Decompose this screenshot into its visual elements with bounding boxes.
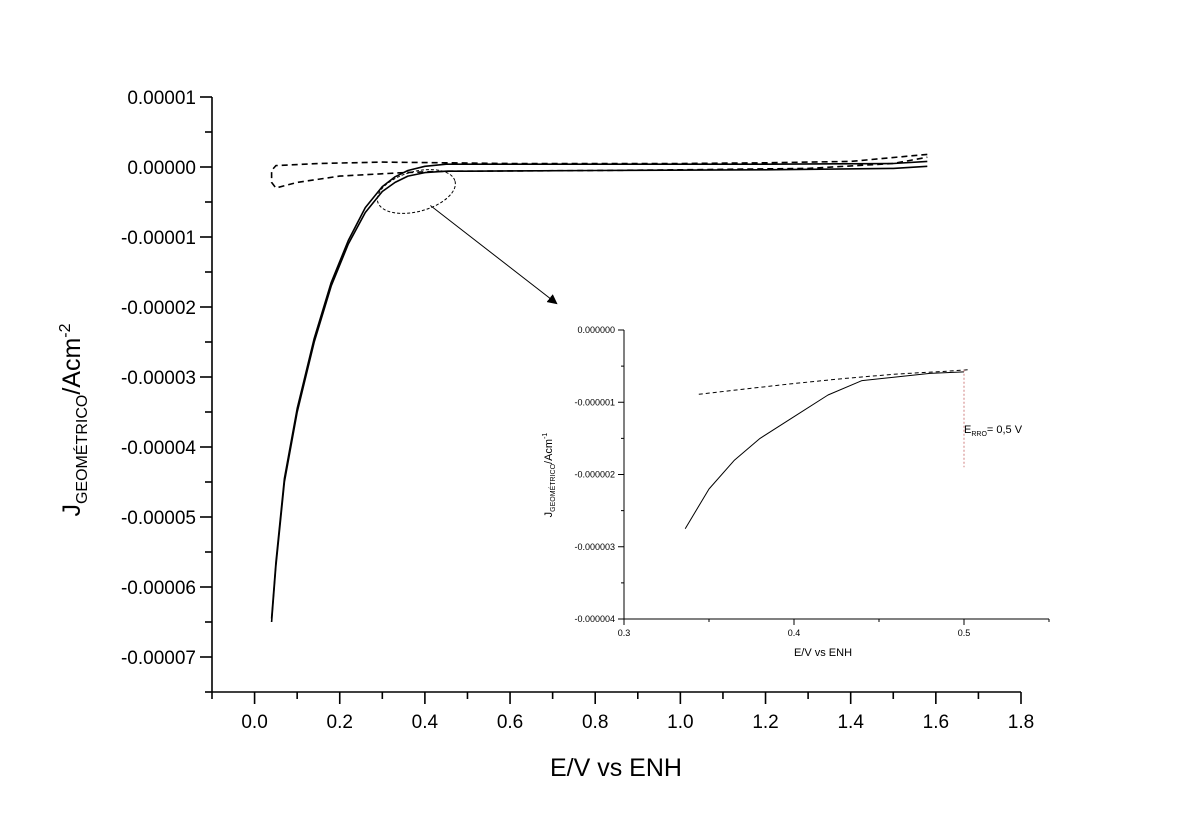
x-tick-label: 0.6 (497, 712, 523, 733)
y-tick-label: -0.00001 (121, 228, 196, 249)
main-series-line-3 (270, 153, 928, 189)
e-rro-label-main: E (964, 424, 971, 436)
y-tick-label: -0.00002 (121, 298, 196, 319)
inset-y-tick-label: -0.000004 (574, 614, 615, 624)
y-tick-label: 0.00001 (127, 88, 196, 109)
y-axis-title-subscript: GEOMÉTRICO (72, 395, 91, 504)
x-tick-label: 1.6 (923, 712, 949, 733)
y-tick-label: -0.00004 (121, 438, 196, 459)
y-tick-label: 0.00000 (127, 158, 196, 179)
inset-x-tick-label: 0.3 (618, 628, 631, 638)
x-tick-label: 0.2 (327, 712, 353, 733)
inset-series-line-1 (684, 371, 965, 529)
e-rro-label-value: = 0,5 V (987, 424, 1023, 436)
main-series (270, 153, 928, 623)
y-axis-title-main: J (58, 504, 86, 517)
zoom-annotation (376, 169, 558, 305)
y-tick-label: -0.00003 (121, 368, 196, 389)
zoom-arrow (430, 205, 558, 305)
inset-y-tick-label: -0.000002 (574, 470, 615, 480)
e-rro-label: ERRO= 0,5 V (964, 424, 1023, 438)
inset-y-title-superscript: -1 (542, 433, 549, 439)
inset-y-tick-label: -0.000003 (574, 542, 615, 552)
inset-y-title-subscript: GEOMÉTRICO (548, 463, 557, 511)
y-axis-title-unit: /Acm (58, 338, 86, 395)
inset-x-axis-title: E/V vs ENH (794, 647, 852, 659)
x-tick-label: 1.0 (667, 712, 693, 733)
x-tick-label: 0.0 (241, 712, 267, 733)
main-axes: 0.0 0.2 0.4 0.6 0.8 1.0 1.2 1.4 1.6 1.8 0.00001 0.0… (121, 88, 1034, 733)
inset-y-title-main: J (543, 512, 555, 518)
x-axis-title: E/V vs ENH (550, 754, 682, 782)
inset-y-tick-label: -0.000001 (574, 397, 615, 407)
inset-x-tick-label: 0.5 (958, 628, 971, 638)
y-axis-title: JGEOMÉTRICO/Acm-2 (57, 323, 91, 516)
e-rro-label-subscript: RRO (971, 431, 987, 438)
x-tick-label: 1.4 (837, 712, 864, 733)
inset-plot: 0.3 0.4 0.5 0.000000 -0.000001 -0.000002 -0.00… (542, 325, 1050, 659)
y-tick-label: -0.00007 (121, 648, 196, 669)
inset-series-line-2 (698, 369, 970, 395)
y-axis-title-superscript: -2 (57, 323, 74, 337)
x-tick-label: 0.8 (582, 712, 608, 733)
x-tick-label: 0.4 (412, 712, 439, 733)
inset-y-axis-title: JGEOMÉTRICO/Acm-1 (542, 433, 557, 518)
inset-y-title-unit: /Acm (543, 439, 555, 464)
inset-x-tick-label: 0.4 (788, 628, 801, 638)
y-tick-label: -0.00006 (121, 578, 196, 599)
x-tick-label: 1.2 (752, 712, 778, 733)
x-tick-label: 1.8 (1008, 712, 1034, 733)
inset-series (684, 369, 970, 529)
main-plot: 0.0 0.2 0.4 0.6 0.8 1.0 1.2 1.4 1.6 1.8 0.00001 0.0… (57, 88, 1034, 782)
inset-axes: 0.3 0.4 0.5 0.000000 -0.000001 -0.000002 -0.00… (574, 325, 1050, 638)
y-tick-label: -0.00005 (121, 508, 196, 529)
inset-y-tick-label: 0.000000 (577, 325, 615, 335)
